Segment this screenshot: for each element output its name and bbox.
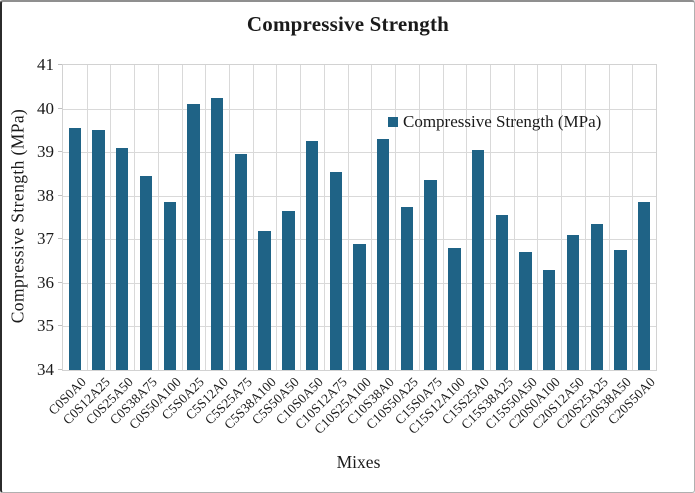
y-tick-41: 41	[37, 55, 54, 74]
v-gridline	[395, 65, 397, 370]
y-tick-37: 37	[37, 229, 54, 249]
y-tick-36: 36	[37, 272, 54, 292]
bar-C20S12A50[interactable]	[566, 234, 580, 370]
y-tick-mark	[58, 238, 62, 240]
v-gridline	[134, 65, 136, 370]
v-gridline	[608, 65, 610, 370]
y-tick-mark	[58, 107, 62, 109]
x-axis-title: Mixes	[336, 452, 381, 472]
legend-label: Compressive Strength (MPa)	[403, 112, 602, 131]
y-tick-mark	[58, 194, 62, 196]
bar-C0S12A25[interactable]	[92, 130, 105, 370]
bar-C20S50A0[interactable]	[637, 202, 651, 370]
bar-C20S38A50[interactable]	[614, 250, 627, 370]
bar-C0S38A75[interactable]	[139, 176, 153, 370]
v-gridline	[632, 65, 634, 370]
v-gridline	[252, 65, 254, 370]
bar-C20S0A100[interactable]	[543, 269, 556, 370]
v-gridline	[466, 65, 468, 370]
v-gridline	[86, 65, 88, 370]
bar-C15S50A50[interactable]	[519, 252, 532, 370]
v-gridline	[205, 65, 207, 370]
v-gridline	[181, 65, 183, 370]
v-gridline	[561, 65, 563, 370]
v-gridline	[110, 65, 112, 370]
y-tick-mark	[58, 64, 62, 65]
v-gridline	[229, 65, 231, 370]
bar-C0S50A100[interactable]	[163, 202, 176, 370]
bar-C10S0A50[interactable]	[305, 141, 319, 370]
bar-C15S0A75[interactable]	[424, 180, 437, 370]
v-gridline	[489, 65, 491, 370]
bar-C15S12A100[interactable]	[448, 248, 461, 370]
y-tick-mark	[58, 151, 62, 153]
bar-C10S38A0[interactable]	[377, 139, 390, 370]
bar-C5S0A25[interactable]	[187, 104, 200, 370]
y-tick-40: 40	[37, 98, 54, 118]
v-gridline	[513, 65, 515, 370]
bar-C10S25A100[interactable]	[353, 243, 366, 370]
y-tick-mark	[58, 325, 62, 327]
bar-C15S38A25[interactable]	[495, 215, 508, 370]
y-axis-title: Compressive Strength (MPa)	[7, 108, 28, 324]
y-tick-35: 35	[37, 316, 54, 336]
h-gridline	[63, 152, 656, 154]
h-gridline	[63, 195, 656, 197]
bar-C5S12A0[interactable]	[210, 97, 224, 370]
y-tick-mark	[58, 281, 62, 283]
bar-C5S25A75[interactable]	[234, 154, 248, 370]
v-gridline	[584, 65, 586, 370]
y-tick-mark	[58, 369, 62, 370]
h-gridline	[63, 108, 656, 110]
v-gridline	[157, 65, 159, 370]
y-tick-38: 38	[37, 185, 54, 205]
v-gridline	[371, 65, 373, 370]
h-gridline	[63, 239, 656, 241]
v-gridline	[347, 65, 349, 370]
v-gridline	[276, 65, 278, 370]
v-gridline	[323, 65, 325, 370]
v-gridline	[442, 65, 444, 370]
bar-C10S50A25[interactable]	[400, 206, 414, 370]
bar-C0S0A0[interactable]	[68, 128, 82, 370]
plot-area[interactable]	[62, 64, 657, 371]
bar-C15S25A0[interactable]	[471, 149, 485, 370]
bar-C5S50A50[interactable]	[282, 210, 295, 370]
v-gridline	[300, 65, 302, 370]
v-gridline	[537, 65, 539, 370]
legend[interactable]: Compressive Strength (MPa)	[388, 112, 601, 132]
bar-C20S25A25[interactable]	[590, 224, 603, 370]
legend-marker-icon	[388, 117, 398, 127]
bar-C0S25A50[interactable]	[116, 147, 129, 370]
y-tick-34: 34	[37, 360, 54, 379]
v-gridline	[418, 65, 420, 370]
bar-C5S38A100[interactable]	[258, 230, 271, 370]
chart-title[interactable]: Compressive Strength	[246, 12, 450, 36]
bar-C10S12A75[interactable]	[329, 171, 342, 370]
y-tick-39: 39	[37, 142, 54, 162]
